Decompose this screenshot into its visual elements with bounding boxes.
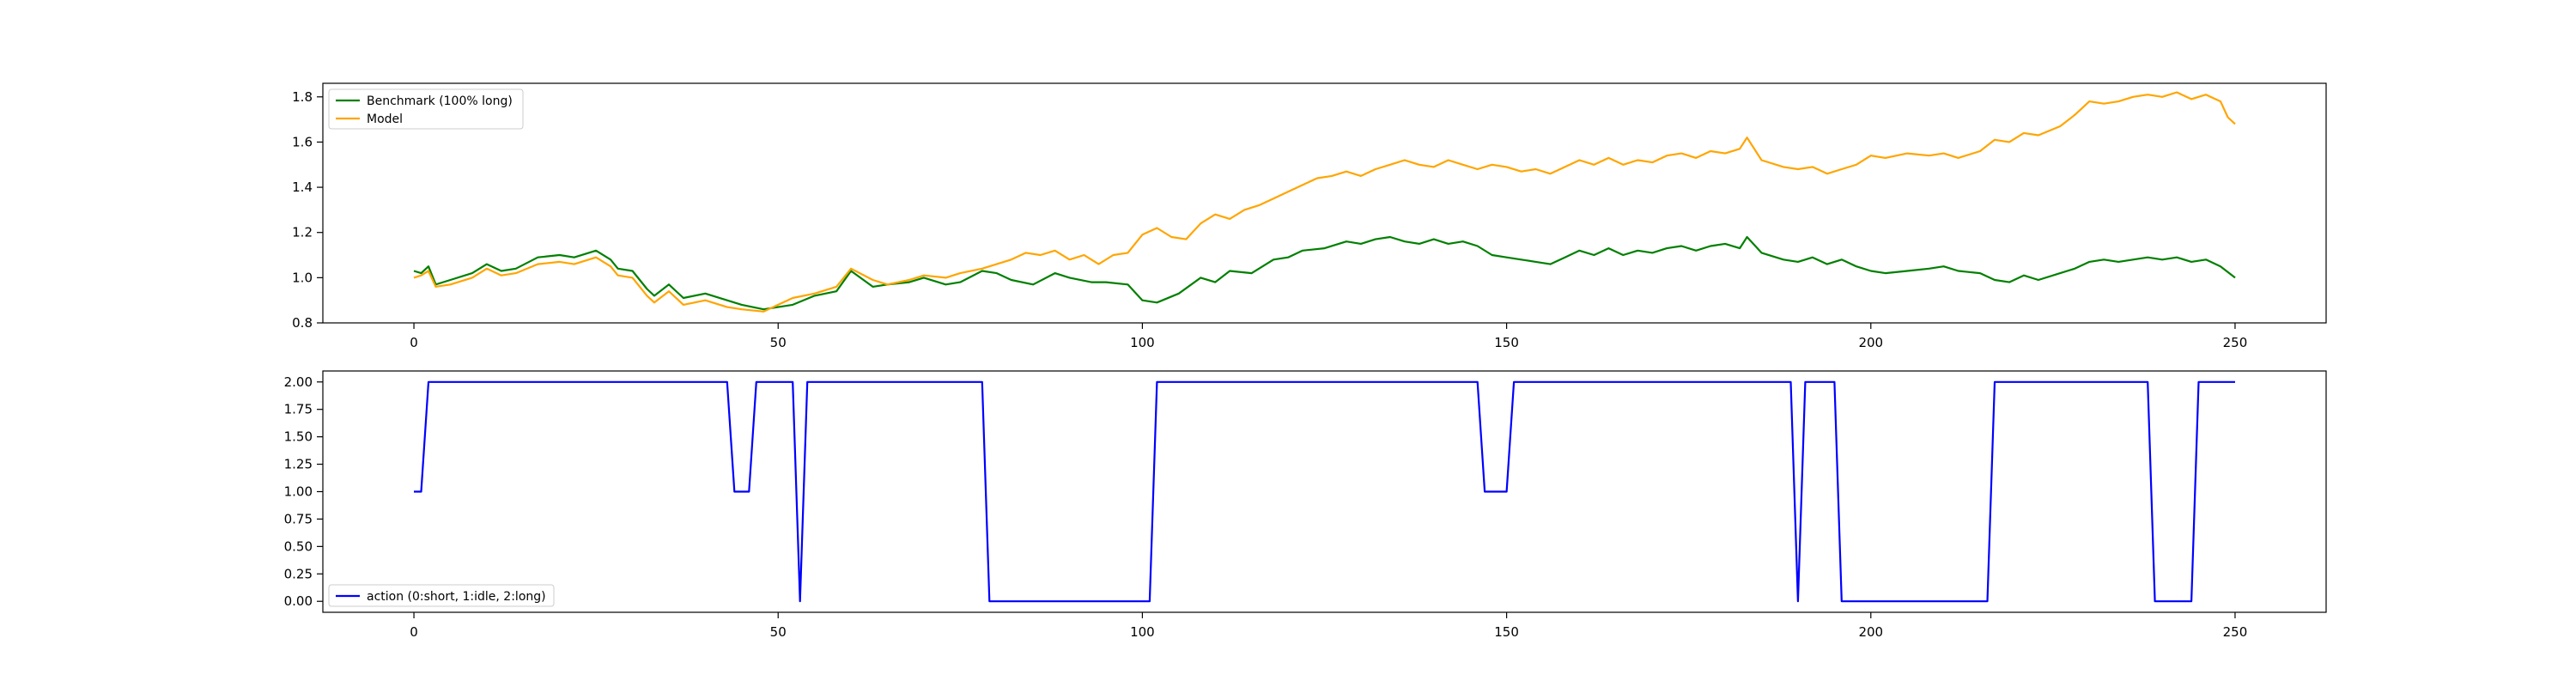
legend-label: Benchmark (100% long) [367,94,513,108]
x-tick-label: 100 [1130,624,1155,640]
y-tick-label: 1.50 [284,429,313,445]
x-tick-label: 250 [2223,624,2248,640]
y-tick-label: 2.00 [284,374,313,390]
y-tick-label: 1.2 [292,225,313,240]
y-tick-label: 1.25 [284,457,313,472]
legend-box [328,584,555,607]
series-line-1-0 [414,380,2235,603]
x-tick-label: 0 [410,624,418,640]
plot-frame [322,82,2327,324]
x-tick-label: 200 [1858,624,1883,640]
x-tick-label: 150 [1494,624,1519,640]
x-tick-label: 0 [410,335,418,350]
y-tick-label: 1.6 [292,134,313,149]
y-tick-label: 1.00 [284,484,313,500]
y-tick-label: 1.4 [292,179,313,195]
y-tick-label: 1.8 [292,89,313,105]
y-tick-label: 1.0 [292,270,313,285]
legend-label: action (0:short, 1:idle, 2:long) [367,590,546,604]
series-line-0-0 [413,235,2236,311]
x-tick-label: 100 [1130,335,1155,350]
x-tick-label: 50 [770,335,787,350]
y-tick-label: 0.00 [284,593,313,609]
y-tick-label: 0.50 [284,538,313,554]
legend-box [328,88,524,130]
returns-chart-panel: 0 50 100 150 200 250 0.8 1.0 1.2 1.4 1.6 1.8 Benchma… [292,82,2327,350]
y-tick-label: 0.8 [292,315,313,331]
legend: action (0:short, 1:idle, 2:long) [328,584,555,607]
y-tick-label: 0.25 [284,566,313,581]
x-tick-label: 200 [1858,335,1883,350]
x-tick-label: 250 [2223,335,2248,350]
action-chart-panel: 0 50 100 150 200 250 0.00 0.25 0.50 0.75 1.00 1.25 1… [284,370,2327,640]
y-tick-label: 1.75 [284,402,313,417]
series-line-0-1 [413,91,2236,313]
legend-label: Model [367,112,403,126]
y-tick-label: 0.75 [284,511,313,526]
x-tick-label: 150 [1494,335,1519,350]
legend: Benchmark (100% long) Model [328,88,524,130]
x-tick-label: 50 [770,624,787,640]
